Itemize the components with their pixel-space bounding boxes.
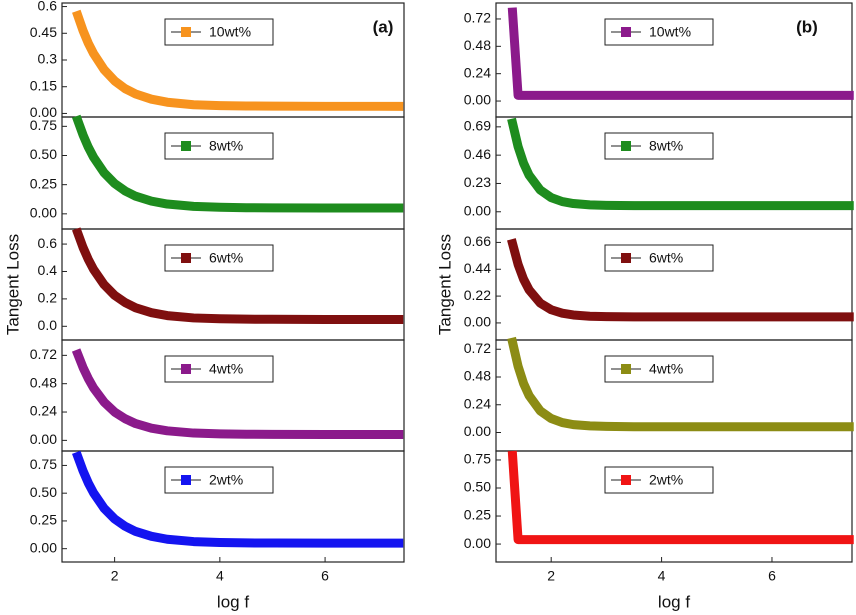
data-line xyxy=(507,238,854,322)
legend-marker xyxy=(621,475,631,485)
y-tick-label: 0.48 xyxy=(464,37,491,53)
y-tick-label: 0.75 xyxy=(464,451,491,467)
data-line xyxy=(72,114,404,213)
legend-label: 4wt% xyxy=(209,361,243,377)
y-axis-title: Tangent Loss xyxy=(435,234,454,335)
y-axis-title: Tangent Loss xyxy=(3,234,22,335)
y-tick-label: 0.00 xyxy=(464,314,491,330)
y-tick-label: 0.0 xyxy=(38,317,58,333)
y-tick-label: 0.22 xyxy=(464,287,491,303)
data-line xyxy=(507,336,854,432)
y-tick-label: 0.00 xyxy=(464,202,491,218)
data-line xyxy=(507,450,854,545)
x-axis-title: log f xyxy=(658,592,690,611)
legend-label: 8wt% xyxy=(649,138,683,154)
legend-marker xyxy=(181,27,191,37)
y-tick-label: 0.00 xyxy=(464,92,491,108)
y-tick-label: 0.72 xyxy=(464,10,491,26)
y-tick-label: 0.00 xyxy=(30,539,57,555)
y-tick-label: 0.75 xyxy=(30,456,57,472)
y-tick-label: 0.50 xyxy=(30,146,57,162)
legend-label: 4wt% xyxy=(649,361,683,377)
legend-marker xyxy=(621,364,631,374)
y-tick-label: 0.6 xyxy=(38,235,58,251)
y-tick-label: 0.46 xyxy=(464,146,491,162)
y-tick-label: 0.45 xyxy=(30,24,57,40)
plot-frame xyxy=(61,450,405,563)
legend-marker xyxy=(621,253,631,263)
x-tick-label: 6 xyxy=(768,568,776,584)
legend-marker xyxy=(181,475,191,485)
y-tick-label: 0.69 xyxy=(464,118,491,134)
y-tick-label: 0.72 xyxy=(464,340,491,356)
y-tick-label: 0.48 xyxy=(30,374,57,390)
y-tick-label: 0.25 xyxy=(464,507,491,523)
legend-marker xyxy=(621,27,631,37)
y-tick-label: 0.3 xyxy=(38,51,58,67)
data-line xyxy=(71,348,404,439)
legend-marker xyxy=(181,364,191,374)
data-line xyxy=(507,7,854,100)
x-tick-label: 2 xyxy=(547,568,555,584)
data-line xyxy=(72,450,404,548)
data-line xyxy=(72,227,404,324)
x-axis-title: log f xyxy=(217,592,249,611)
panel-label: (b) xyxy=(796,17,818,36)
y-tick-label: 0.00 xyxy=(30,205,57,221)
legend-label: 10wt% xyxy=(649,24,691,40)
y-tick-label: 0.50 xyxy=(30,484,57,500)
y-tick-label: 0.24 xyxy=(464,64,491,80)
y-tick-label: 0.24 xyxy=(30,403,57,419)
y-tick-label: 0.75 xyxy=(30,117,57,133)
y-tick-label: 0.6 xyxy=(38,0,58,13)
y-tick-label: 0.00 xyxy=(30,431,57,447)
data-line xyxy=(507,117,854,211)
x-tick-label: 4 xyxy=(658,568,666,584)
y-tick-label: 0.48 xyxy=(464,368,491,384)
legend-label: 6wt% xyxy=(649,250,683,266)
legend-marker xyxy=(181,253,191,263)
y-tick-label: 0.00 xyxy=(30,104,57,120)
y-tick-label: 0.44 xyxy=(464,260,491,276)
y-tick-label: 0.66 xyxy=(464,233,491,249)
legend-label: 2wt% xyxy=(209,472,243,488)
y-tick-label: 0.50 xyxy=(464,479,491,495)
data-line xyxy=(72,9,404,111)
y-tick-label: 0.24 xyxy=(464,395,491,411)
y-tick-label: 0.72 xyxy=(30,346,57,362)
x-tick-label: 6 xyxy=(321,568,329,584)
legend-marker xyxy=(621,141,631,151)
y-tick-label: 0.25 xyxy=(30,512,57,528)
x-tick-label: 2 xyxy=(111,568,119,584)
legend-box xyxy=(164,18,274,46)
legend-label: 6wt% xyxy=(209,250,243,266)
legend-marker xyxy=(181,141,191,151)
panel-label: (a) xyxy=(373,17,394,36)
y-tick-label: 0.25 xyxy=(30,175,57,191)
y-tick-label: 0.4 xyxy=(38,262,58,278)
x-tick-label: 4 xyxy=(216,568,224,584)
y-tick-label: 0.23 xyxy=(464,174,491,190)
legend-label: 2wt% xyxy=(649,472,683,488)
plot-frame xyxy=(495,450,853,563)
legend-label: 8wt% xyxy=(209,138,243,154)
y-tick-label: 0.00 xyxy=(464,535,491,551)
y-tick-label: 0.15 xyxy=(30,77,57,93)
y-tick-label: 0.00 xyxy=(464,423,491,439)
legend-label: 10wt% xyxy=(209,24,251,40)
y-tick-label: 0.2 xyxy=(38,290,58,306)
